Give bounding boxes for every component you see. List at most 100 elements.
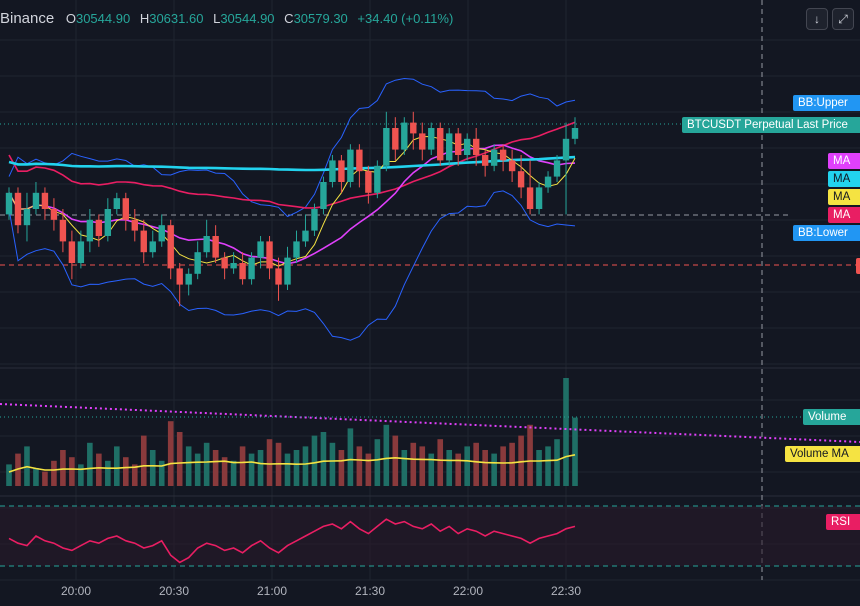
candle-body [257,241,264,258]
arrow-down-icon[interactable]: ↓ [806,8,828,30]
candle-body [517,171,525,188]
volume-bar [131,464,138,486]
volume-bar [392,435,399,486]
ma-magenta-line [8,144,576,265]
volume-bar [167,421,174,486]
candle-body [176,268,183,285]
volume-bar [500,446,506,486]
candle-body [140,230,147,253]
symbol-legend: Binance O30544.90 H30631.60 L30544.90 C3… [0,10,459,27]
volume-trend-line [0,403,860,443]
rsi-badge: RSI [826,514,860,530]
candle-body [374,165,381,193]
volume-bar [221,457,228,486]
volume-bar [437,439,444,486]
volume-bar [203,442,210,486]
rsi-band [0,506,860,566]
bb-upper-badge: BB:Upper [793,95,860,111]
candle-body [212,236,219,258]
candle-body [113,198,121,209]
ma-magenta-badge: MA [828,153,860,169]
volume-bar [302,446,309,486]
candle-body [284,257,291,285]
candle-body [553,160,561,177]
expand-icon[interactable]: ⤢ [832,8,854,30]
volume-bar [383,424,390,486]
high-value: 30631.60 [149,11,204,26]
volume-bar [114,446,120,486]
volume-bar [105,460,111,486]
x-tick-label: 20:00 [60,584,92,598]
x-tick-label: 20:30 [158,584,190,598]
candle-body [463,138,471,155]
volume-bar [248,453,255,486]
volume-bar [347,428,354,486]
bb-lower-line [8,190,576,341]
candle-body [68,241,76,263]
high-label: H [139,11,150,26]
volume-ma-badge: Volume MA [785,446,860,462]
bb-lower-badge: BB:Lower [793,225,860,241]
candle-body [356,149,363,172]
volume-bar [356,446,363,486]
volume-ma-line [8,454,576,473]
candle-body [562,138,570,161]
candle-body [320,182,327,209]
volume-bar [473,442,479,486]
volume-bar [455,453,462,486]
volume-bar [509,442,515,486]
candle-body [535,187,543,209]
candle-body [32,192,40,209]
volume-bar [185,446,192,486]
volume-bar [87,442,93,486]
candle-body [481,155,489,166]
candle-body [221,257,228,269]
candle-body [23,209,31,226]
volume-bar [563,378,569,486]
low-label: L [213,11,221,26]
volume-bar [419,446,426,486]
volume-bar [69,457,75,486]
close-label: C [284,11,294,26]
candle-body [266,241,273,269]
candle-body [410,122,417,134]
candle-body [203,236,210,253]
candle-body [428,128,435,150]
volume-bar [78,464,84,486]
ma-yellow-line [8,136,576,267]
candle-body [347,149,354,182]
candle-body [5,192,13,215]
x-tick-label: 21:00 [256,584,288,598]
change-value: +34.40 (+0.11%) [357,11,454,26]
price-scale-marker [856,258,860,274]
candle-body [230,263,237,269]
volume-bar [491,453,497,486]
candle-body [508,160,516,172]
volume-bar [410,442,417,486]
candle-body [95,219,103,236]
volume-bar [401,450,408,486]
candle-body [14,192,22,226]
volume-bar [6,464,12,486]
candle-body [526,187,534,209]
candle-body [338,160,345,182]
candle-body [104,209,112,236]
rsi-line [8,518,576,564]
x-tick-label: 22:30 [550,584,582,598]
volume-bar [33,468,39,486]
candle-body [302,230,309,242]
ma-cyan-badge: MA [828,171,860,187]
candle-body [446,133,453,161]
volume-bar [518,435,524,486]
candle-body [275,268,282,285]
volume-bar [482,450,488,486]
candle-body [571,128,579,139]
ma-yellow-badge: MA [828,189,860,205]
candle-body [455,133,462,155]
candle-body [490,149,498,166]
volume-bar [60,450,66,486]
candle-body [194,252,201,274]
volume-bar [446,450,453,486]
